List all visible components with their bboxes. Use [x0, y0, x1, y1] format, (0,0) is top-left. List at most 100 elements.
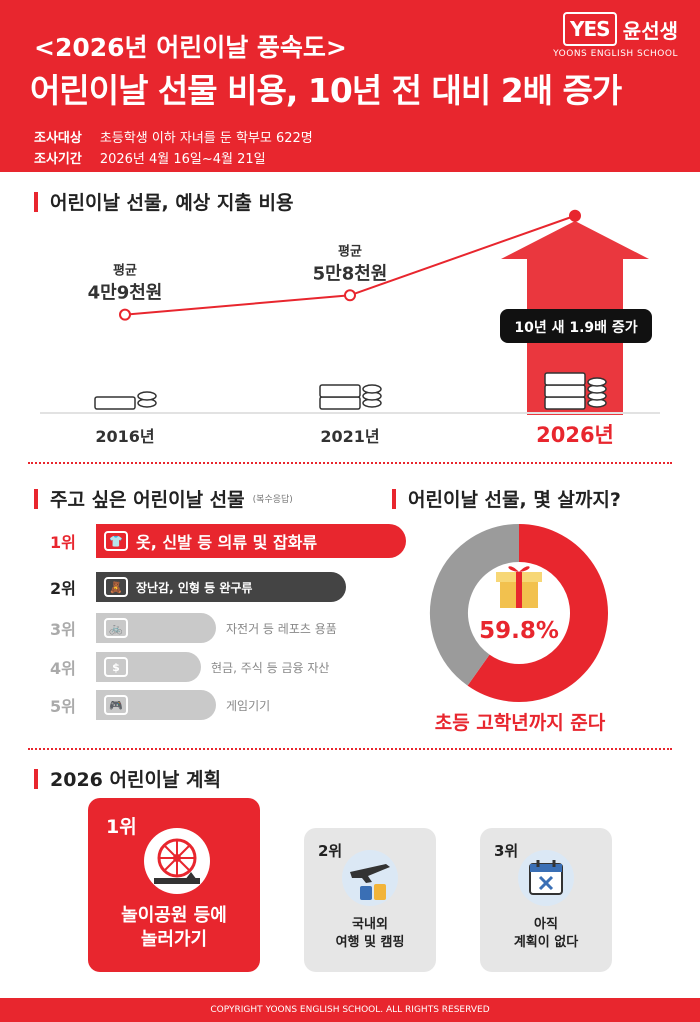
- header-banner: YES 윤선생 YOONS ENGLISH SCHOOL <2026년 어린이날…: [0, 0, 700, 172]
- page-title: 어린이날 선물 비용, 10년 전 대비 2배 증가: [30, 71, 622, 110]
- plan-label-2: 국내외 여행 및 캠핑: [304, 916, 436, 951]
- plan-rank: 3위: [494, 842, 519, 860]
- plan-card-1: 1위 놀이공원 등에 놀러가기: [88, 798, 260, 972]
- bill-rect: [319, 396, 361, 410]
- dotted-divider: [28, 462, 672, 464]
- gift-rank-row: 3위 🚲 자전거 등 레포츠 용품: [50, 613, 337, 643]
- rank-label-text: 자전거 등 레포츠 용품: [226, 621, 337, 636]
- rank-number: 3위: [50, 620, 76, 639]
- footer-copyright: COPYRIGHT YOONS ENGLISH SCHOOL. ALL RIGH…: [0, 998, 700, 1022]
- plans-title: 2026 어린이날 계획: [50, 769, 221, 791]
- money-stack-icon: [94, 391, 157, 410]
- data-label-value: 5만8천원: [313, 263, 388, 284]
- survey-period-value: 2026년 4월 16일~4월 21일: [99, 152, 266, 167]
- data-point: [344, 289, 356, 302]
- rank-number: 1위: [50, 533, 76, 552]
- donut-slice: [467, 524, 608, 702]
- x-tick-label: 2016년: [95, 427, 154, 446]
- gift-rank-row: 2위 🧸 장난감, 인형 등 완구류: [50, 572, 346, 602]
- money-stack-icon: [319, 384, 382, 410]
- rank-label-text: 옷, 신발 등 의류 및 잡화류: [136, 533, 318, 552]
- rank-bar: $: [96, 652, 201, 682]
- ferris-wheel-icon: [144, 828, 210, 894]
- plan-label-line: 아직 계획이 없다: [513, 917, 579, 950]
- teddy-bear-icon: 🧸: [104, 577, 128, 597]
- plan-label-line: 국내외 여행 및 캠핑: [335, 917, 405, 950]
- coin-ellipse: [587, 377, 607, 387]
- rank-number: 4위: [50, 659, 76, 678]
- rank-label-text: 장난감, 인형 등 완구류: [136, 580, 253, 595]
- badge-text: 10년 새 1.9배 증가: [514, 320, 637, 336]
- section-marker: [392, 488, 396, 509]
- donut-slice: [430, 524, 520, 686]
- section-title-gifts: 주고 싶은 어린이날 선물 (복수응답): [34, 485, 293, 512]
- airplane-luggage-icon: [342, 850, 398, 906]
- section-title-spending: 어린이날 선물, 예상 지출 비용: [34, 188, 293, 215]
- bill-rect: [544, 396, 586, 410]
- data-point: [569, 209, 581, 222]
- brand-name: 윤선생: [622, 18, 678, 43]
- badge-bg: [500, 309, 652, 343]
- donut-caption: 초등 고학년까지 준다: [434, 712, 606, 734]
- plan-label-3: 아직 계획이 없다: [480, 916, 612, 951]
- section-marker: [34, 768, 38, 789]
- plan-rank: 1위: [106, 816, 137, 838]
- gift-rank-row: 5위 🎮 게임기기: [50, 690, 270, 720]
- dotted-divider: [28, 748, 672, 750]
- rank-bar: 🚲: [96, 613, 216, 643]
- rank-number: 2위: [50, 579, 76, 598]
- age-donut-chart: 59.8%: [428, 522, 610, 704]
- bill-rect: [319, 384, 361, 398]
- rank-label-text: 게임기기: [226, 698, 271, 713]
- bill-rect: [544, 372, 586, 386]
- header-kicker: <2026년 어린이날 풍속도>: [34, 33, 347, 62]
- bill-rect: [544, 384, 586, 398]
- x-tick-label: 2021년: [320, 427, 379, 446]
- donut-svg: [430, 524, 608, 702]
- survey-target-value: 초등학생 이하 자녀를 둔 학부모 622명: [99, 131, 313, 146]
- rank-bar: 🧸 장난감, 인형 등 완구류: [96, 572, 346, 602]
- plan-rank: 2위: [318, 842, 343, 860]
- x-tick-label: 2026년: [536, 423, 614, 447]
- spending-line-chart: 평균4만9천원2016년평균5만8천원2021년평균9만5천원2026년10년 …: [40, 209, 660, 447]
- age-donut-title: 어린이날 선물, 몇 살까지?: [408, 489, 621, 511]
- brand-logo-icon: YES: [562, 12, 617, 46]
- plan-label-1: 놀이공원 등에 놀러가기: [88, 904, 260, 953]
- plan-card-2: 2위 국내외 여행 및 캠핑: [304, 828, 436, 972]
- shirt-shoe-icon: 👕: [104, 531, 128, 551]
- rank-label-text: 현금, 주식 등 금융 자산: [211, 660, 330, 675]
- section-marker: [34, 488, 38, 509]
- bicycle-icon: 🚲: [104, 618, 128, 638]
- survey-target: 조사대상 초등학생 이하 자녀를 둔 학부모 622명: [34, 127, 313, 146]
- brand-subtitle: YOONS ENGLISH SCHOOL: [553, 49, 678, 59]
- section-title-age: 어린이날 선물, 몇 살까지?: [392, 485, 621, 512]
- survey-period-key: 조사기간: [34, 152, 82, 167]
- rank-bar: 🎮: [96, 690, 216, 720]
- rank-number: 5위: [50, 697, 76, 716]
- gift-ranking-note: (복수응답): [252, 495, 293, 505]
- survey-period: 조사기간 2026년 4월 16일~4월 21일: [34, 148, 266, 167]
- plan-label-line: 놀이공원 등에 놀러가기: [121, 905, 227, 951]
- brand: YES 윤선생 YOONS ENGLISH SCHOOL: [553, 12, 678, 59]
- plan-card-3: 3위 아직 계획이 없다: [480, 828, 612, 972]
- data-label-top: 평균: [338, 243, 362, 259]
- coin-icon: $: [104, 657, 128, 677]
- gift-rank-row: 4위 $ 현금, 주식 등 금융 자산: [50, 652, 329, 682]
- donut-center-label: 59.8%: [479, 618, 559, 644]
- growth-badge: 10년 새 1.9배 증가: [500, 309, 652, 343]
- gift-ranking-title: 주고 싶은 어린이날 선물: [50, 489, 245, 511]
- data-point: [119, 308, 131, 321]
- gift-box-icon: [496, 566, 542, 608]
- survey-target-key: 조사대상: [34, 131, 82, 146]
- money-stack-icon: [544, 372, 607, 410]
- section-title-plans: 2026 어린이날 계획: [34, 765, 221, 792]
- data-label-top: 평균: [113, 263, 137, 279]
- coin-ellipse: [137, 391, 157, 401]
- bill-rect: [94, 396, 136, 410]
- gift-rank-row: 1위 👕 옷, 신발 등 의류 및 잡화류: [50, 524, 406, 558]
- coin-ellipse: [362, 384, 382, 394]
- gift-ribbon: [516, 572, 522, 608]
- gift-bow: [508, 566, 530, 572]
- data-label-value: 4만9천원: [88, 283, 163, 304]
- game-controller-icon: 🎮: [104, 695, 128, 715]
